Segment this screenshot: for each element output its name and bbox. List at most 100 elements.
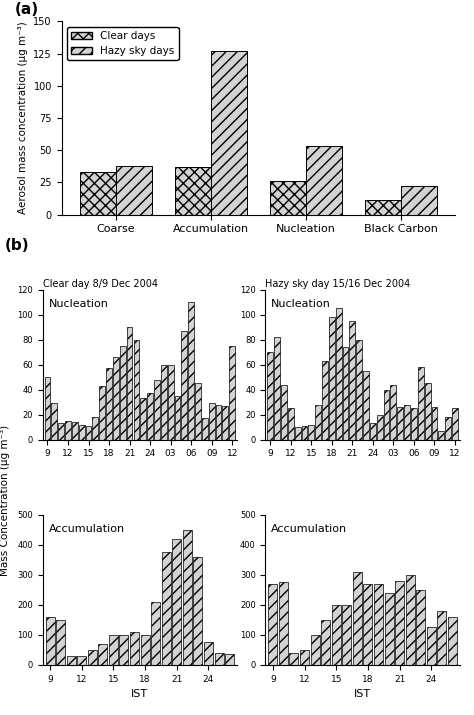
Bar [229, 346, 235, 440]
Bar [288, 408, 294, 440]
Bar [364, 584, 373, 665]
Bar [182, 331, 187, 440]
Bar [45, 378, 50, 440]
Bar [46, 617, 55, 665]
Text: Nucleation: Nucleation [48, 299, 109, 309]
Bar [309, 425, 314, 440]
Bar [183, 530, 192, 665]
Bar [72, 422, 78, 440]
Bar [79, 425, 84, 440]
Bar [267, 352, 273, 440]
Bar [188, 302, 194, 440]
Bar [140, 398, 146, 440]
Bar [332, 605, 341, 665]
Bar [425, 383, 430, 440]
Bar [168, 365, 173, 440]
Bar [295, 427, 301, 440]
Bar [397, 408, 403, 440]
Bar [154, 380, 160, 440]
Bar [356, 340, 362, 440]
Bar [99, 386, 105, 440]
Bar [162, 552, 171, 665]
Bar [77, 656, 86, 665]
Bar [383, 390, 390, 440]
Bar [274, 337, 280, 440]
Legend: Clear days, Hazy sky days: Clear days, Hazy sky days [67, 26, 179, 60]
Bar [65, 421, 71, 440]
Bar [106, 368, 112, 440]
Text: Hazy sky day 15/16 Dec 2004: Hazy sky day 15/16 Dec 2004 [265, 279, 410, 289]
Bar [193, 557, 202, 665]
Bar [173, 539, 181, 665]
Bar [215, 653, 224, 665]
Bar [365, 200, 401, 214]
Bar [86, 426, 91, 440]
Bar [151, 602, 160, 665]
Bar [406, 575, 415, 665]
Bar [281, 385, 287, 440]
Bar [99, 644, 107, 665]
Bar [113, 358, 119, 440]
Bar [416, 590, 425, 665]
Text: Accumulation: Accumulation [48, 524, 125, 534]
Bar [322, 361, 328, 440]
Bar [315, 405, 321, 440]
Bar [141, 635, 150, 665]
Bar [438, 611, 447, 665]
Bar [174, 396, 181, 440]
Bar [290, 653, 299, 665]
Bar [270, 181, 306, 214]
Bar [109, 635, 118, 665]
Bar [268, 584, 277, 665]
Bar [202, 418, 208, 440]
Bar [374, 584, 383, 665]
Bar [225, 654, 234, 665]
Bar [343, 347, 348, 440]
Bar [300, 650, 309, 665]
Bar [306, 147, 342, 214]
Bar [404, 405, 410, 440]
Text: Accumulation: Accumulation [271, 524, 347, 534]
Bar [370, 423, 376, 440]
Bar [452, 408, 458, 440]
Bar [147, 393, 153, 440]
Bar [92, 417, 98, 440]
Bar [411, 408, 417, 440]
Bar [353, 572, 362, 665]
Bar [116, 166, 152, 214]
Text: Clear day 8/9 Dec 2004: Clear day 8/9 Dec 2004 [43, 279, 158, 289]
Bar [209, 403, 215, 440]
Bar [391, 385, 396, 440]
Bar [384, 593, 393, 665]
Bar [363, 371, 369, 440]
Bar [336, 308, 342, 440]
Text: (b): (b) [5, 238, 29, 253]
Bar [88, 650, 97, 665]
Bar [216, 405, 221, 440]
Bar [418, 368, 424, 440]
Bar [329, 317, 335, 440]
Bar [310, 635, 319, 665]
Bar [342, 605, 351, 665]
X-axis label: IST: IST [354, 689, 371, 699]
Bar [279, 582, 288, 665]
Bar [58, 423, 64, 440]
Bar [67, 656, 76, 665]
Bar [448, 617, 457, 665]
Bar [130, 632, 139, 665]
Bar [438, 431, 444, 440]
Bar [427, 628, 436, 665]
Bar [127, 327, 132, 440]
Bar [301, 426, 307, 440]
Bar [204, 642, 213, 665]
Bar [174, 167, 211, 214]
Text: Mass Concentration (μg m⁻³): Mass Concentration (μg m⁻³) [0, 425, 10, 576]
Bar [377, 415, 383, 440]
Bar [161, 365, 167, 440]
Bar [134, 340, 139, 440]
Bar [321, 620, 330, 665]
Text: (a): (a) [14, 1, 38, 16]
Bar [80, 172, 116, 214]
Bar [431, 408, 438, 440]
Bar [56, 620, 65, 665]
